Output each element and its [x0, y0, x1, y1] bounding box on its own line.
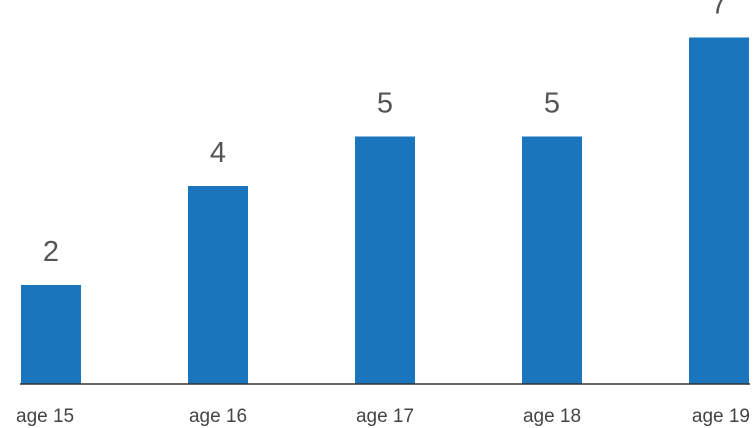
bars-group: [21, 37, 749, 384]
data-label-age-19: 7: [711, 0, 727, 21]
category-label-age-18: age 18: [523, 406, 581, 427]
bar-age-16: [188, 186, 248, 384]
category-labels-group: age 15 age 16 age 17 age 18 age 19: [16, 406, 750, 427]
bar-age-19: [689, 37, 749, 384]
data-label-age-15: 2: [43, 236, 59, 268]
data-label-age-16: 4: [210, 137, 226, 169]
category-label-age-15: age 15: [16, 406, 74, 427]
category-label-age-16: age 16: [189, 406, 247, 427]
value-labels-group: 2 4 5 5 7: [43, 0, 727, 268]
bar-age-17: [355, 136, 415, 384]
category-label-age-17: age 17: [356, 406, 414, 427]
data-label-age-17: 5: [377, 88, 393, 120]
category-label-age-19: age 19: [692, 406, 750, 427]
data-label-age-18: 5: [544, 88, 560, 120]
bar-age-15: [21, 285, 81, 384]
bar-age-18: [522, 136, 582, 384]
